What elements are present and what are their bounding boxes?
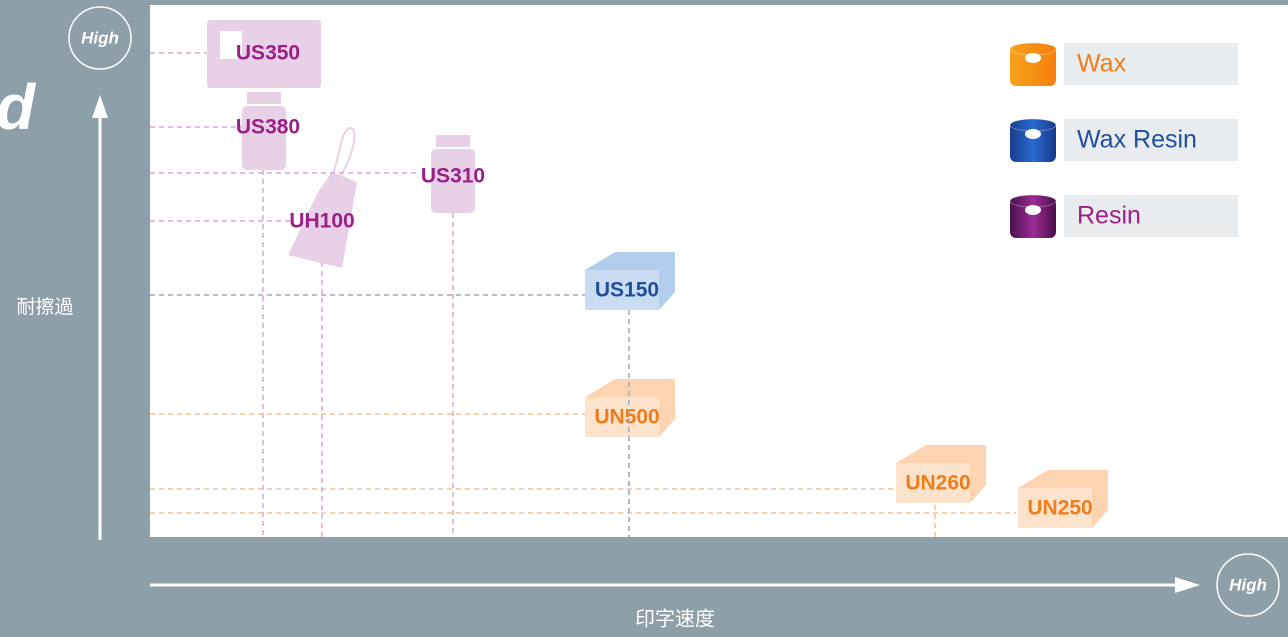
positioning-diagram: d High 耐擦過 High 印字速度 Wax UN500 UN260 UN250 W…: [0, 0, 1288, 637]
y-arrowhead: [92, 95, 108, 118]
product-label: UN250: [1027, 497, 1092, 520]
legend-swatch-hole: [1025, 53, 1041, 63]
product-label: UN500: [594, 406, 659, 429]
legend-label: Wax: [1077, 50, 1127, 78]
x-arrowhead: [1175, 577, 1200, 593]
page: d High 耐擦過 High 印字速度 Wax UN500 UN260 UN250 W…: [0, 0, 1288, 637]
legend-swatch-hole: [1025, 205, 1041, 215]
bottle-cap: [436, 135, 470, 147]
legend-label: Wax Resin: [1077, 126, 1197, 154]
cut-title: d: [0, 71, 37, 143]
bottle-cap: [247, 92, 281, 104]
product-label: US150: [595, 279, 659, 302]
y-label: 耐擦過: [16, 296, 73, 318]
product-label: UN260: [905, 472, 970, 495]
legend-swatch-hole: [1025, 129, 1041, 139]
product-label: US380: [236, 116, 300, 139]
y-high: High: [81, 28, 119, 47]
product-label: US350: [236, 42, 300, 65]
product-label: UH100: [289, 210, 354, 233]
x-high: High: [1229, 575, 1267, 594]
x-label: 印字速度: [635, 607, 715, 630]
product-label: US310: [421, 165, 485, 188]
legend-label: Resin: [1077, 202, 1141, 230]
